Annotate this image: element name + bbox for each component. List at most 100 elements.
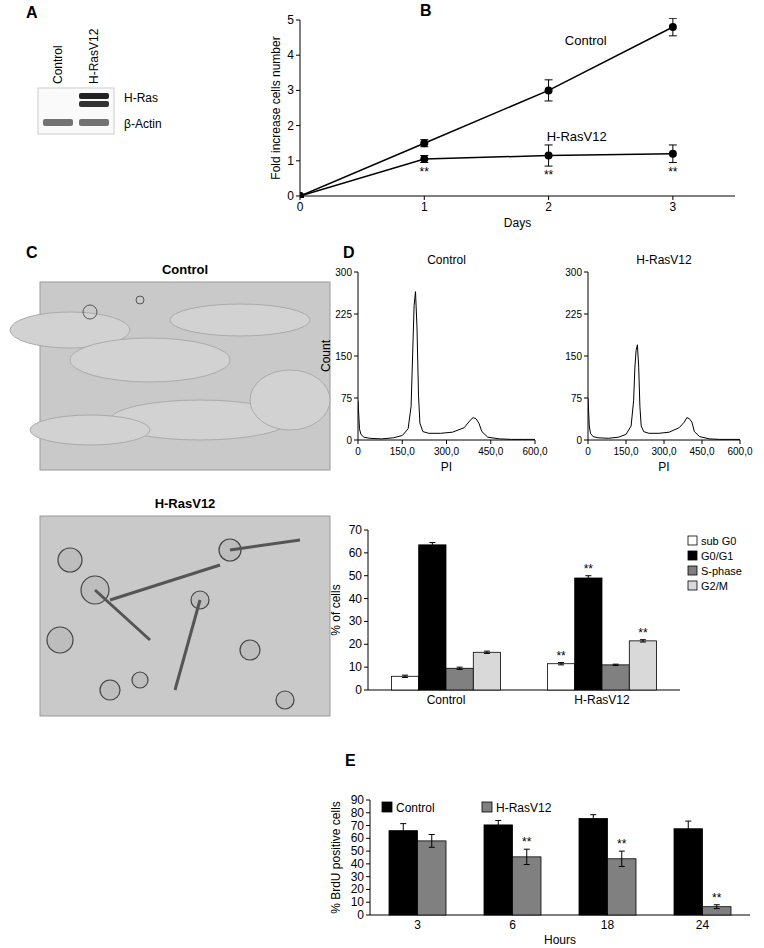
- y-tick-label: 0: [357, 908, 364, 922]
- y-tick: [584, 314, 588, 315]
- error-cap: [669, 144, 677, 145]
- x-tick-label: 24: [696, 918, 710, 932]
- y-tick: [366, 876, 370, 877]
- error-bar: [429, 543, 435, 548]
- y-tick-label: 225: [335, 309, 352, 320]
- bar: [484, 825, 513, 915]
- cell: [100, 680, 120, 700]
- y-tick: [354, 440, 358, 441]
- x-tick: [664, 440, 665, 444]
- error-bar: [619, 851, 625, 866]
- error-bar: [457, 667, 463, 669]
- y-tick: [366, 851, 370, 852]
- significance: **: [668, 165, 678, 179]
- y-tick-label: 60: [349, 546, 363, 560]
- error-cap: [495, 820, 501, 821]
- y-tick: [354, 398, 358, 399]
- y-tick: [296, 55, 300, 56]
- error-bar: [640, 640, 646, 642]
- error-cap: [457, 669, 463, 670]
- cell: [83, 305, 97, 319]
- error-line: [688, 821, 689, 836]
- series-label: Control: [565, 33, 607, 48]
- error-cap: [613, 665, 619, 666]
- x-tick-label: 0: [355, 446, 361, 457]
- panel-letter: B: [420, 2, 432, 19]
- error-cap: [429, 834, 435, 835]
- band: [79, 93, 109, 107]
- error-line: [526, 849, 527, 864]
- cell: [132, 672, 148, 688]
- y-tick: [296, 90, 300, 91]
- y-axis-label: Fold increase cells number: [269, 36, 283, 179]
- y-axis: [370, 800, 371, 915]
- y-tick: [366, 838, 370, 839]
- y-tick-label: 20: [349, 637, 363, 651]
- y-tick-label: 30: [349, 614, 363, 628]
- y-tick: [364, 644, 368, 645]
- line-chart: Control075150225300Count0150,0300,0450,0…: [319, 253, 548, 474]
- x-axis-label: Days: [504, 216, 531, 230]
- point: [545, 152, 553, 160]
- error-bar: [585, 576, 591, 581]
- error-cap: [613, 664, 619, 665]
- x-axis: [300, 196, 735, 197]
- bar: [513, 857, 542, 915]
- error-line: [432, 543, 433, 548]
- band-stripe: [43, 119, 73, 126]
- bar: [418, 841, 447, 915]
- x-axis-label: Hours: [544, 933, 576, 947]
- y-tick-label: 50: [351, 844, 365, 858]
- bar: [547, 664, 574, 690]
- y-tick: [354, 272, 358, 273]
- significance: **: [544, 168, 554, 182]
- y-tick-label: 0: [576, 435, 582, 446]
- x-tick: [402, 440, 403, 444]
- chart-title: Control: [427, 253, 466, 267]
- error-cap: [429, 847, 435, 848]
- bar: [446, 668, 473, 690]
- x-tick-label: 450,0: [689, 446, 714, 457]
- x-tick: [588, 440, 589, 444]
- y-tick-label: 2: [287, 119, 294, 133]
- x-axis-label: PI: [658, 460, 669, 474]
- error-cap: [669, 162, 677, 163]
- error-bar: [484, 651, 490, 653]
- y-tick-label: 300: [335, 267, 352, 278]
- point: [300, 192, 304, 198]
- x-tick-label: 600,0: [727, 446, 752, 457]
- image-title: Control: [162, 262, 208, 277]
- error-cap: [400, 837, 406, 838]
- error-bar: [669, 145, 677, 163]
- x-tick: [702, 440, 703, 444]
- legend: sub G0G0/G1S-phaseG2/M: [688, 535, 742, 592]
- y-tick-label: 50: [349, 569, 363, 583]
- legend-label: H-RasV12: [496, 801, 552, 815]
- line-chart: 012345Fold increase cells number0123Days…: [269, 13, 735, 230]
- plot-area: [358, 292, 535, 440]
- x-tick-label: 150,0: [613, 446, 638, 457]
- error-cap: [495, 829, 501, 830]
- bar: [419, 545, 446, 690]
- bar: [674, 829, 703, 915]
- legend-label: G0/G1: [701, 550, 733, 562]
- y-tick-label: 10: [349, 660, 363, 674]
- y-tick-label: 60: [351, 831, 365, 845]
- x-tick-label: 0: [297, 200, 304, 214]
- micrograph: [40, 516, 330, 716]
- point: [300, 192, 304, 198]
- error-bar: [545, 145, 553, 166]
- legend-label: sub G0: [701, 535, 736, 547]
- legend-swatch: [688, 551, 697, 560]
- y-tick: [364, 552, 368, 553]
- plot-area: [300, 18, 677, 198]
- cell: [136, 296, 144, 304]
- significance: **: [556, 649, 566, 663]
- y-tick-label: 300: [565, 267, 582, 278]
- blot-frame: [38, 88, 114, 134]
- error-cap: [545, 144, 553, 145]
- y-tick: [364, 575, 368, 576]
- error-bar: [669, 18, 677, 36]
- error-cap: [685, 821, 691, 822]
- error-line: [588, 576, 589, 581]
